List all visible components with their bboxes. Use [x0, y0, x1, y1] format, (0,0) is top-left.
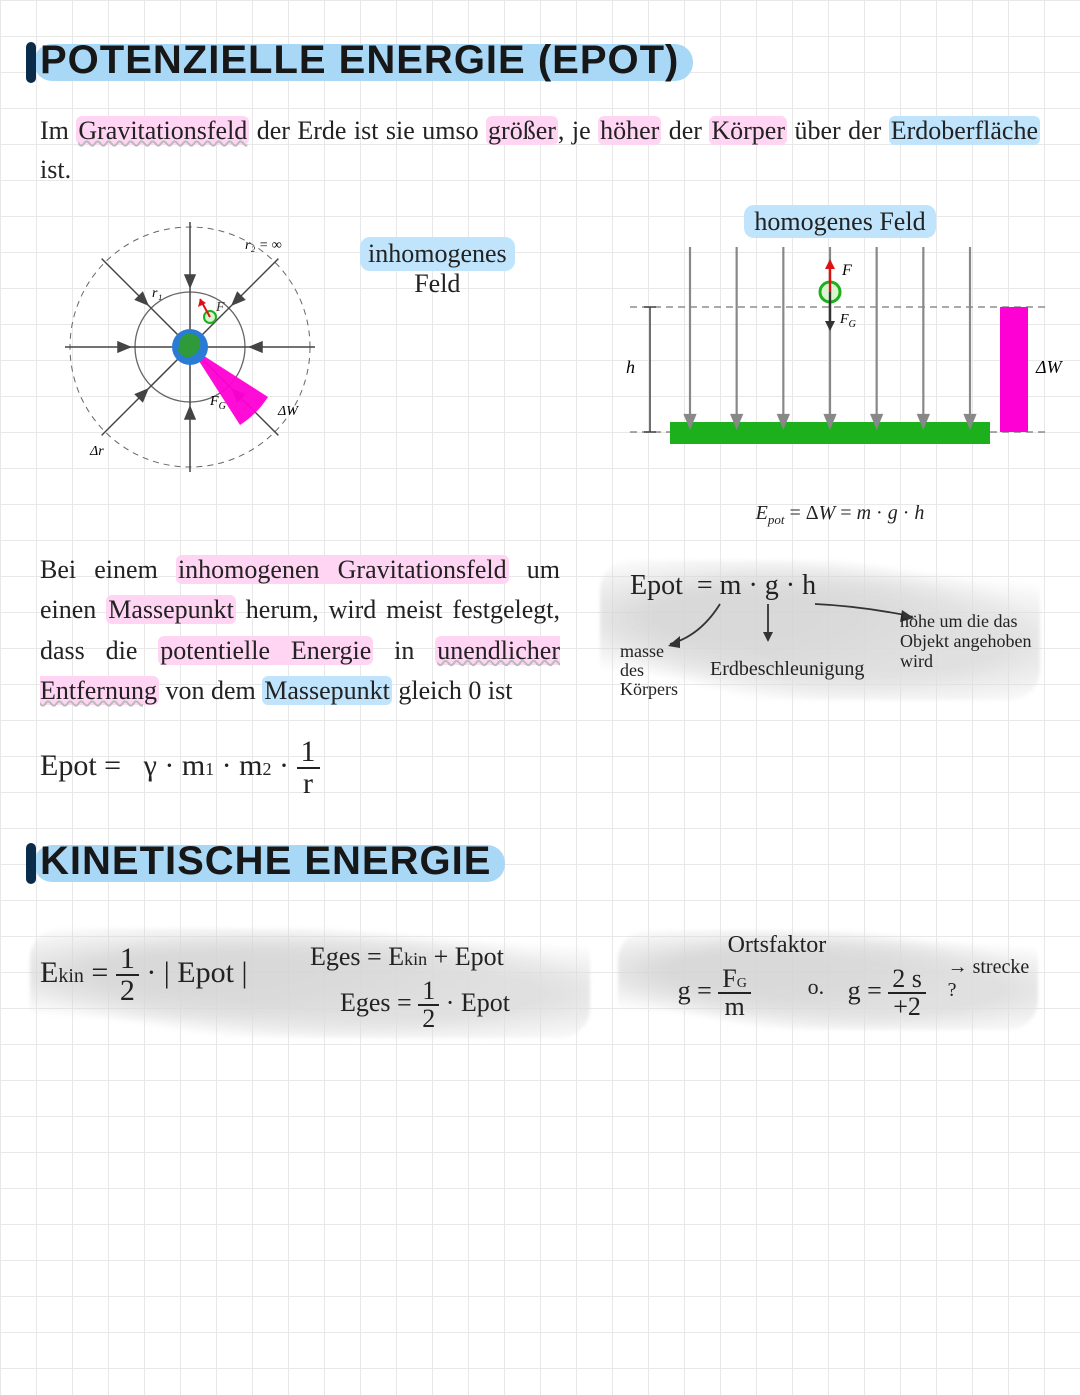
orts-or: o. [808, 974, 825, 1000]
p2i: von dem [159, 676, 262, 705]
diagram-inhomogeneous: F r₁ r₂ = ∞ ΔW FG Δr inhomogenes Feld [40, 207, 560, 512]
heading2-bar [26, 843, 36, 884]
intro-g: der [661, 116, 709, 145]
intro-e: , je [558, 116, 598, 145]
epot-mass-label: massedesKörpers [620, 642, 678, 699]
intro-gravitationsfeld: Gravitationsfeld [76, 116, 249, 145]
svg-text:F: F [841, 262, 852, 279]
eges-formula-1: Eges = Ekin + Epot [310, 942, 504, 972]
inhomog-label-2: Feld [360, 269, 515, 299]
svg-text:F: F [215, 300, 225, 315]
intro-erdoberflaeche: Erdoberfläche [889, 116, 1040, 145]
svg-text:FG: FG [839, 312, 856, 330]
heading-epot: POTENZIELLE ENERGIE (EPOT) [40, 38, 679, 83]
p2b: inhomogenen Gravitationsfeld [176, 555, 509, 584]
epot-h-label: höhe um die dasObjekt angehobenwird [900, 612, 1031, 671]
diagram-homogeneous: homogenes Feld F FG [590, 207, 1080, 528]
homog-label-wrap: homogenes Feld [590, 207, 1080, 237]
intro-hoeher: höher [598, 116, 661, 145]
eges-formula-2: Eges = 12 · Epot [340, 978, 510, 1032]
p2f: potentielle Energie [158, 636, 373, 665]
p2a: Bei einem [40, 555, 176, 584]
svg-text:h: h [626, 357, 635, 377]
svg-text:r₁: r₁ [152, 286, 162, 301]
heading-bar [26, 42, 36, 83]
orts-arrow-note: → strecke ? [948, 956, 1040, 1002]
heading-epot-text: POTENZIELLE ENERGIE (EPOT) [40, 38, 679, 83]
homog-label: homogenes Feld [744, 205, 935, 238]
heading-kinetic: KINETISCHE ENERGIE [40, 839, 491, 884]
heading-kinetic-text: KINETISCHE ENERGIE [40, 839, 491, 884]
intro-groesser: größer [486, 116, 558, 145]
epot-gamma-formula: Epot = γ · m1 · m2 · 1r [40, 737, 1040, 799]
orts-g1: g = FGm [678, 966, 751, 1020]
paragraph-inhomog: Bei einem inhomogenen Gravitationsfeld u… [40, 550, 560, 711]
homog-formula: Epot = ΔW = m · g · h [590, 502, 1080, 528]
diagrams-row: F r₁ r₂ = ∞ ΔW FG Δr inhomogenes Feld ho… [40, 207, 1040, 528]
p2d: Massepunkt [106, 595, 236, 624]
inhomog-label-1: inhomogenes [360, 237, 515, 271]
svg-text:ΔW: ΔW [277, 404, 299, 419]
svg-text:Δr: Δr [89, 444, 104, 459]
inhomog-label: inhomogenes Feld [360, 237, 515, 299]
p2k: gleich 0 ist [392, 676, 513, 705]
svg-text:ΔW: ΔW [1035, 357, 1064, 377]
intro-a: Im [40, 116, 76, 145]
intro-k: ist. [40, 155, 71, 184]
svg-text:r₂ = ∞: r₂ = ∞ [245, 238, 282, 253]
p2j: Massepunkt [262, 676, 392, 705]
orts-title: Ortsfaktor [728, 932, 827, 959]
homog-field-svg: F FG h ΔW [590, 237, 1080, 497]
intro-c: der Erde ist sie umso [249, 116, 486, 145]
epot-g-label: Erdbeschleunigung [710, 658, 864, 681]
intro-i: über der [787, 116, 889, 145]
ortsfaktor-block: Ortsfaktor g = FGm o. g = 2 s+2 → streck… [618, 938, 1040, 1058]
intro-koerper: Körper [709, 116, 787, 145]
orts-g2: g = 2 s+2 [848, 966, 926, 1020]
intro-paragraph: Im Gravitationsfeld der Erde ist sie ums… [40, 111, 1040, 189]
ekin-formula: Ekin = 12 · | Epot | [40, 944, 247, 1006]
p2g: in [373, 636, 435, 665]
